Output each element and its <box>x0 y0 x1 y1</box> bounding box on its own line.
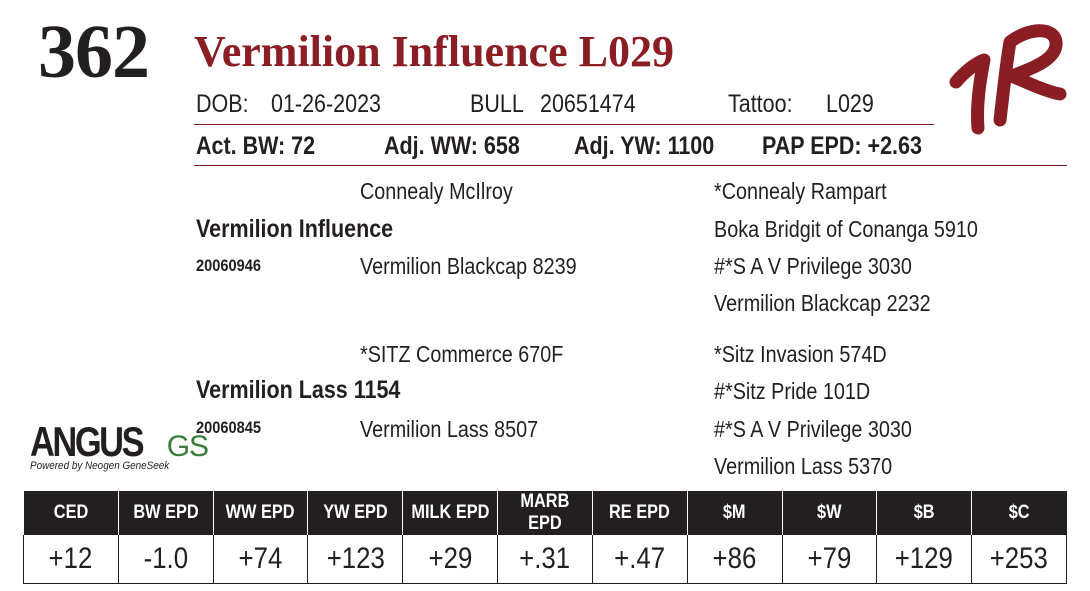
sire-dam: Vermilion Blackcap 8239 <box>360 253 577 279</box>
epd-value: +74 <box>212 535 309 584</box>
epd-header-row: CED BW EPD WW EPD YW EPD MILK EPD MARB E… <box>23 491 1067 535</box>
divider <box>194 124 934 125</box>
dam-name: Vermilion Lass 1154 <box>196 376 401 404</box>
handwritten-mark-icon <box>949 24 1067 135</box>
ggp-1: *Connealy Rampart <box>714 178 887 204</box>
sire-registration: 20060946 <box>196 256 262 275</box>
epd-value: +86 <box>686 535 783 584</box>
epd-value: +12 <box>23 535 119 584</box>
actual-bw: Act. BW: 72 <box>196 132 316 160</box>
epd-header: MARB EPD <box>497 491 593 535</box>
angus-gs-logo: ANGUS GS Powered by Neogen GeneSeek <box>30 418 209 473</box>
dam-registration: 20060845 <box>196 418 262 437</box>
epd-value-row: +12 -1.0 +74 +123 +29 +.31 +.47 +86 +79 … <box>23 535 1067 584</box>
logo-gs: GS <box>166 430 209 463</box>
epd-value: +.47 <box>591 535 688 584</box>
epd-header: CED <box>23 491 119 535</box>
epd-value: +.31 <box>497 535 593 584</box>
ggp-5: *Sitz Invasion 574D <box>714 341 887 367</box>
epd-value: +123 <box>307 535 404 584</box>
epd-header: WW EPD <box>212 491 308 535</box>
divider <box>194 165 1067 166</box>
epd-header: RE EPD <box>591 491 688 535</box>
sire-sire: Connealy McIlroy <box>360 178 513 204</box>
epd-value: +129 <box>876 535 973 584</box>
tattoo-label: Tattoo: <box>728 90 793 118</box>
logo-wordmark: ANGUS <box>30 418 145 465</box>
animal-name: Vermilion Influence L029 <box>194 27 674 76</box>
adjusted-yw: Adj. YW: 1100 <box>574 132 715 160</box>
ggp-8: Vermilion Lass 5370 <box>714 453 893 479</box>
tattoo-value: L029 <box>826 90 874 118</box>
epd-header: $C <box>971 491 1067 535</box>
epd-value: +253 <box>971 535 1067 584</box>
dam-sire: *SITZ Commerce 670F <box>360 341 564 367</box>
ggp-6: #*Sitz Pride 101D <box>714 378 871 404</box>
epd-header: $B <box>876 491 972 535</box>
pap-epd: PAP EPD: +2.63 <box>762 132 922 160</box>
epd-header: BW EPD <box>117 491 214 535</box>
dam-dam: Vermilion Lass 8507 <box>360 416 539 442</box>
ggp-7: #*S A V Privilege 3030 <box>714 416 912 442</box>
ggp-3: #*S A V Privilege 3030 <box>714 253 912 279</box>
ggp-2: Boka Bridgit of Conanga 5910 <box>714 216 978 242</box>
epd-header: YW EPD <box>307 491 403 535</box>
epd-header: $M <box>686 491 782 535</box>
epd-table: CED BW EPD WW EPD YW EPD MILK EPD MARB E… <box>23 491 1067 584</box>
ggp-4: Vermilion Blackcap 2232 <box>714 290 931 316</box>
logo-tagline: Powered by Neogen GeneSeek <box>30 460 170 472</box>
dob-label: DOB: <box>196 90 249 118</box>
epd-value: +79 <box>781 535 878 584</box>
epd-value: +29 <box>402 535 499 584</box>
epd-header: MILK EPD <box>402 491 498 535</box>
sex-label: BULL <box>470 90 524 118</box>
epd-header: $W <box>781 491 877 535</box>
lot-number: 362 <box>38 10 150 94</box>
dob-value: 01-26-2023 <box>271 90 381 118</box>
adjusted-ww: Adj. WW: 658 <box>384 132 520 160</box>
epd-value: -1.0 <box>117 535 214 584</box>
sire-name: Vermilion Influence <box>196 215 394 243</box>
registration-number: 20651474 <box>540 90 636 118</box>
